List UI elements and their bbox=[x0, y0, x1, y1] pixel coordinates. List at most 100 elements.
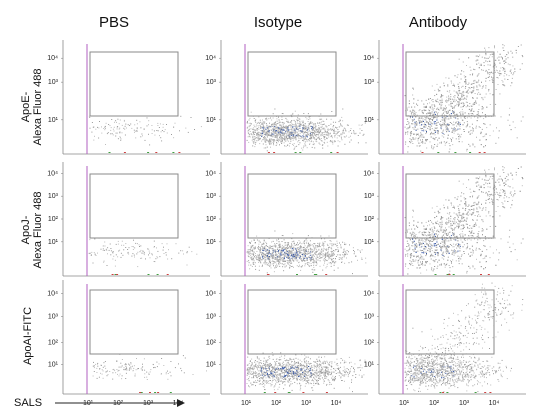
event-dot bbox=[247, 130, 249, 132]
event-dot bbox=[503, 63, 505, 65]
event-dot bbox=[431, 108, 433, 110]
event-dot bbox=[291, 116, 293, 118]
event-dot bbox=[453, 132, 455, 134]
event-dot bbox=[352, 247, 354, 249]
event-dot bbox=[473, 90, 474, 92]
event-dot bbox=[297, 134, 299, 135]
event-dot bbox=[293, 137, 295, 139]
event-dot bbox=[326, 243, 328, 245]
event-dot bbox=[284, 263, 286, 265]
event-dot bbox=[332, 255, 334, 257]
event-dot bbox=[291, 244, 293, 246]
event-dot bbox=[499, 70, 501, 72]
event-dot bbox=[319, 122, 321, 124]
event-dot bbox=[332, 252, 334, 254]
event-dot bbox=[419, 124, 421, 126]
event-dot bbox=[270, 134, 272, 136]
event-dot bbox=[419, 109, 421, 111]
event-dot bbox=[153, 130, 155, 132]
event-dot bbox=[320, 235, 322, 237]
event-dot bbox=[322, 259, 324, 261]
event-dot bbox=[462, 114, 464, 116]
event-dot bbox=[410, 133, 412, 135]
event-dot bbox=[249, 243, 251, 244]
event-dot bbox=[275, 261, 277, 263]
event-dot bbox=[301, 137, 302, 139]
event-dot bbox=[458, 101, 460, 103]
event-dot bbox=[279, 255, 281, 257]
event-dot bbox=[252, 139, 254, 141]
event-dot bbox=[353, 253, 355, 255]
event-dot bbox=[314, 255, 315, 257]
event-dot bbox=[322, 254, 324, 256]
event-dot bbox=[517, 46, 519, 47]
event-dot bbox=[261, 252, 263, 254]
event-dot bbox=[303, 260, 305, 262]
event-dot bbox=[303, 145, 305, 147]
event-dot bbox=[481, 128, 483, 130]
event-dot bbox=[293, 119, 295, 121]
event-dot bbox=[292, 255, 294, 257]
event-dot bbox=[333, 128, 335, 130]
event-dot bbox=[254, 130, 256, 132]
event-dot bbox=[310, 141, 312, 143]
event-dot bbox=[304, 129, 306, 131]
event-dot bbox=[320, 130, 321, 131]
event-dot bbox=[483, 123, 485, 125]
event-dot bbox=[276, 130, 278, 131]
event-dot bbox=[327, 251, 329, 253]
event-dot bbox=[291, 120, 293, 121]
event-dot bbox=[287, 121, 289, 123]
event-dot bbox=[429, 107, 431, 109]
event-dot bbox=[324, 259, 326, 261]
event-dot bbox=[337, 131, 338, 133]
event-dot bbox=[449, 114, 451, 116]
event-dot bbox=[287, 242, 289, 244]
event-dot bbox=[289, 133, 291, 135]
event-dot bbox=[342, 132, 344, 134]
event-dot bbox=[118, 128, 120, 130]
event-dot bbox=[298, 140, 299, 142]
event-dot bbox=[337, 135, 339, 137]
event-dot bbox=[309, 118, 311, 120]
event-dot bbox=[510, 72, 512, 74]
event-dot bbox=[448, 95, 450, 97]
event-dot bbox=[252, 127, 254, 129]
event-dot bbox=[342, 125, 343, 127]
event-dot bbox=[309, 258, 311, 260]
event-dot bbox=[324, 238, 326, 240]
event-dot bbox=[263, 257, 265, 259]
event-dot bbox=[432, 148, 434, 150]
event-dot bbox=[249, 268, 251, 270]
event-dot bbox=[420, 150, 422, 152]
event-dot bbox=[411, 119, 413, 121]
event-dot bbox=[268, 118, 270, 120]
event-dot bbox=[254, 256, 256, 258]
event-dot bbox=[481, 64, 482, 66]
event-dot bbox=[435, 127, 437, 129]
event-dot bbox=[282, 113, 284, 115]
event-dot bbox=[475, 125, 477, 127]
event-dot bbox=[418, 119, 420, 121]
event-dot bbox=[270, 255, 272, 257]
event-dot bbox=[412, 138, 414, 140]
event-dot bbox=[281, 260, 283, 261]
event-dot bbox=[93, 139, 95, 141]
event-dot bbox=[305, 257, 307, 258]
event-dot bbox=[308, 265, 310, 267]
event-dot bbox=[274, 140, 276, 142]
event-dot bbox=[277, 248, 278, 250]
event-dot bbox=[286, 125, 287, 127]
event-dot bbox=[441, 132, 443, 134]
event-dot bbox=[425, 119, 427, 121]
event-dot bbox=[350, 139, 352, 141]
event-dot bbox=[426, 121, 428, 122]
event-dot bbox=[137, 243, 138, 245]
event-dot bbox=[159, 256, 161, 258]
event-dot bbox=[275, 252, 276, 253]
event-dot bbox=[471, 83, 473, 85]
event-dot bbox=[124, 128, 126, 130]
event-dot bbox=[337, 267, 339, 269]
event-dot bbox=[472, 83, 474, 84]
event-dot bbox=[463, 104, 465, 106]
